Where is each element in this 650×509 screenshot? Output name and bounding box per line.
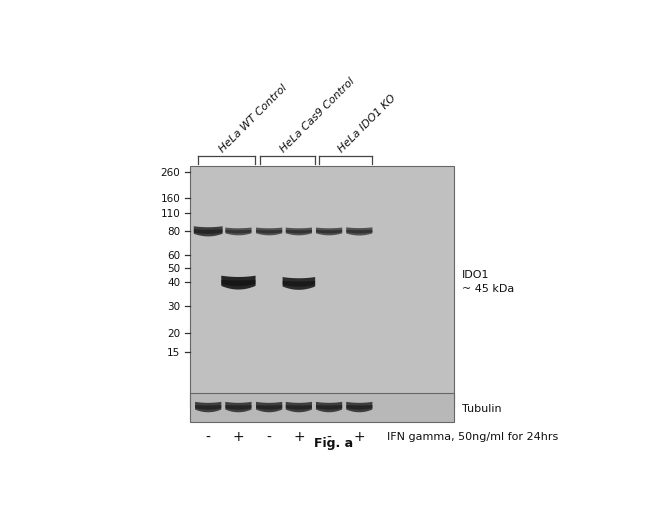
Text: 15: 15 bbox=[167, 347, 181, 357]
Text: +: + bbox=[354, 430, 365, 443]
Text: Tubulin: Tubulin bbox=[462, 403, 501, 413]
Text: 160: 160 bbox=[161, 193, 181, 203]
Polygon shape bbox=[316, 228, 342, 236]
Polygon shape bbox=[256, 231, 282, 234]
Polygon shape bbox=[346, 405, 372, 410]
Bar bbox=[190, 167, 454, 408]
Text: 260: 260 bbox=[161, 168, 181, 178]
Text: IFN gamma, 50ng/ml for 24hrs: IFN gamma, 50ng/ml for 24hrs bbox=[387, 432, 558, 441]
Polygon shape bbox=[195, 402, 221, 412]
Polygon shape bbox=[286, 231, 312, 234]
Polygon shape bbox=[256, 228, 282, 236]
Text: 60: 60 bbox=[167, 250, 181, 260]
Text: 20: 20 bbox=[167, 328, 181, 338]
Polygon shape bbox=[286, 228, 312, 236]
Polygon shape bbox=[286, 402, 312, 412]
Polygon shape bbox=[283, 277, 315, 290]
Polygon shape bbox=[316, 402, 342, 412]
Polygon shape bbox=[194, 230, 222, 235]
Polygon shape bbox=[346, 231, 372, 234]
Polygon shape bbox=[221, 276, 255, 290]
Text: 30: 30 bbox=[167, 301, 181, 311]
Polygon shape bbox=[226, 405, 252, 410]
Text: HeLa IDO1 KO: HeLa IDO1 KO bbox=[336, 93, 398, 154]
Bar bbox=[190, 393, 454, 422]
Text: 50: 50 bbox=[167, 263, 181, 273]
Polygon shape bbox=[226, 231, 252, 234]
Polygon shape bbox=[226, 402, 252, 412]
Polygon shape bbox=[316, 405, 342, 410]
Polygon shape bbox=[256, 405, 282, 410]
Polygon shape bbox=[316, 231, 342, 234]
Text: -: - bbox=[327, 430, 332, 443]
Polygon shape bbox=[256, 402, 282, 412]
Polygon shape bbox=[346, 228, 372, 236]
Text: HeLa Cas9 Control: HeLa Cas9 Control bbox=[278, 76, 356, 154]
Text: +: + bbox=[233, 430, 244, 443]
Text: Fig. a: Fig. a bbox=[313, 436, 353, 449]
Polygon shape bbox=[221, 280, 255, 287]
Text: 80: 80 bbox=[167, 227, 181, 237]
Text: +: + bbox=[293, 430, 305, 443]
Text: IDO1
~ 45 kDa: IDO1 ~ 45 kDa bbox=[462, 270, 514, 294]
Polygon shape bbox=[346, 402, 372, 412]
Polygon shape bbox=[283, 281, 315, 287]
Text: 40: 40 bbox=[167, 277, 181, 288]
Text: 110: 110 bbox=[161, 209, 181, 219]
Text: HeLa WT Control: HeLa WT Control bbox=[217, 82, 289, 154]
Text: -: - bbox=[266, 430, 272, 443]
Polygon shape bbox=[226, 228, 252, 236]
Polygon shape bbox=[286, 405, 312, 410]
Polygon shape bbox=[195, 405, 221, 410]
Polygon shape bbox=[194, 227, 222, 237]
Text: -: - bbox=[206, 430, 211, 443]
